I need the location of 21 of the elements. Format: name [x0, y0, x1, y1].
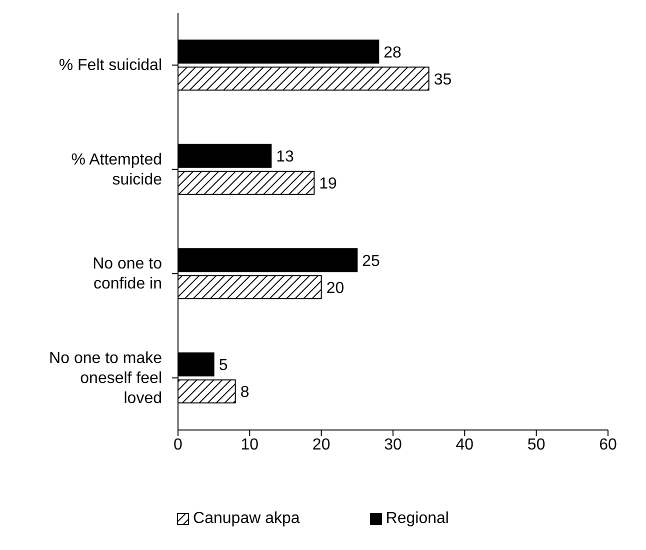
data-label: 19 — [319, 176, 338, 193]
x-tick-label: 10 — [240, 436, 259, 454]
data-label: 28 — [384, 44, 402, 62]
y-tick-label: % Attempted suicide — [71, 150, 162, 188]
y-tick-label: No one to make oneself feel loved — [49, 349, 162, 406]
y-tick-label: No one to confide in — [92, 255, 162, 292]
y-tick-label: % Felt suicidal — [58, 56, 162, 74]
data-label: 5 — [218, 357, 228, 374]
x-tick-label: 0 — [174, 436, 183, 454]
x-tick-label: 60 — [599, 436, 617, 454]
data-label: 35 — [434, 71, 452, 88]
data-label: 8 — [240, 384, 250, 402]
x-tick-label: 20 — [312, 436, 330, 454]
data-label: 20 — [326, 280, 344, 297]
x-tick-label: 40 — [456, 436, 474, 454]
x-tick-label: 30 — [384, 436, 402, 454]
data-label: 25 — [362, 252, 380, 270]
legend-label: Canupaw akpa — [193, 510, 300, 528]
x-tick-label: 50 — [527, 436, 546, 454]
legend-label: Regional — [386, 510, 449, 528]
data-label: 13 — [276, 148, 294, 166]
